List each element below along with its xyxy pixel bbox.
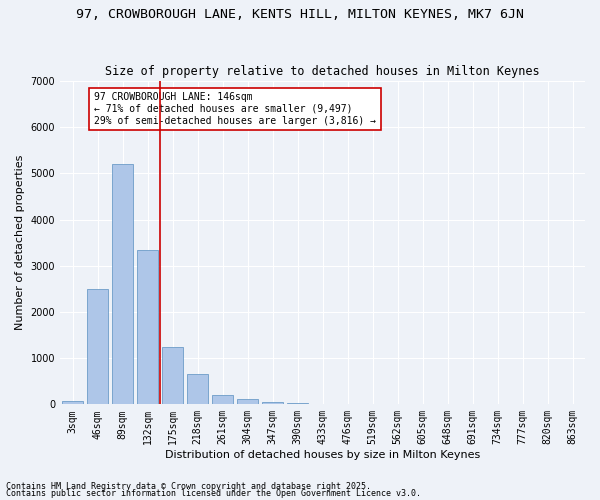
Bar xyxy=(112,164,133,404)
X-axis label: Distribution of detached houses by size in Milton Keynes: Distribution of detached houses by size … xyxy=(165,450,480,460)
Text: 97, CROWBOROUGH LANE, KENTS HILL, MILTON KEYNES, MK7 6JN: 97, CROWBOROUGH LANE, KENTS HILL, MILTON… xyxy=(76,8,524,20)
Y-axis label: Number of detached properties: Number of detached properties xyxy=(15,155,25,330)
Bar xyxy=(262,402,283,404)
Bar xyxy=(237,399,258,404)
Bar xyxy=(87,289,108,405)
Text: Contains public sector information licensed under the Open Government Licence v3: Contains public sector information licen… xyxy=(6,489,421,498)
Bar xyxy=(62,400,83,404)
Text: 97 CROWBOROUGH LANE: 146sqm
← 71% of detached houses are smaller (9,497)
29% of : 97 CROWBOROUGH LANE: 146sqm ← 71% of det… xyxy=(94,92,376,126)
Bar xyxy=(287,403,308,404)
Bar xyxy=(137,250,158,404)
Title: Size of property relative to detached houses in Milton Keynes: Size of property relative to detached ho… xyxy=(105,66,540,78)
Bar xyxy=(212,395,233,404)
Bar xyxy=(162,346,183,405)
Text: Contains HM Land Registry data © Crown copyright and database right 2025.: Contains HM Land Registry data © Crown c… xyxy=(6,482,371,491)
Bar xyxy=(187,374,208,404)
